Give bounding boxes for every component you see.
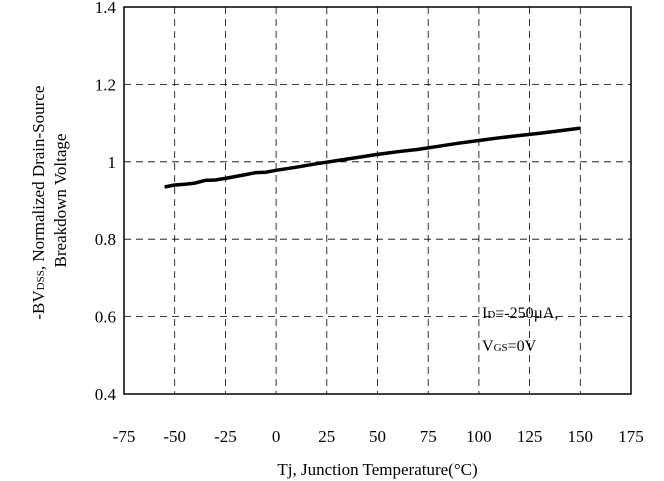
x-tick-label: 125 (517, 427, 543, 446)
x-tick-label: -50 (163, 427, 186, 446)
x-tick-label: 175 (618, 427, 644, 446)
y-tick-label: 0.8 (95, 230, 116, 249)
y-axis-label-line1: -BVDSS, Normalized Drain-Source (29, 86, 48, 320)
y-tick-label: 1 (108, 153, 117, 172)
y-tick-label: 0.6 (95, 308, 116, 327)
y-tick-label: 1.4 (95, 0, 117, 17)
x-tick-label: 25 (318, 427, 335, 446)
x-tick-label: 75 (420, 427, 437, 446)
annotation-id-condition: ID=-250µA, (482, 305, 558, 322)
y-tick-label: 0.4 (95, 385, 117, 404)
series-line (165, 128, 581, 187)
x-tick-label: 0 (272, 427, 281, 446)
grid-lines (124, 7, 631, 394)
x-tick-label: -75 (113, 427, 136, 446)
y-tick-labels: 0.4 0.6 0.8 1 1.2 1.4 (95, 0, 117, 404)
series-layer (165, 128, 581, 187)
y-tick-label: 1.2 (95, 75, 116, 94)
y-axis-label-line2: Breakdown Voltage (51, 134, 70, 268)
x-tick-label: 150 (568, 427, 594, 446)
x-tick-labels: -75 -50 -25 0 25 50 75 100 125 150 175 (113, 427, 644, 446)
x-axis-label: Tj, Junction Temperature(°C) (277, 460, 477, 479)
x-tick-label: 100 (466, 427, 492, 446)
x-tick-label: -25 (214, 427, 237, 446)
y-axis-label: -BVDSS, Normalized Drain-Source Breakdow… (29, 81, 70, 319)
x-tick-label: 50 (369, 427, 386, 446)
annotation-vgs-condition: VGS=0V (482, 338, 537, 355)
